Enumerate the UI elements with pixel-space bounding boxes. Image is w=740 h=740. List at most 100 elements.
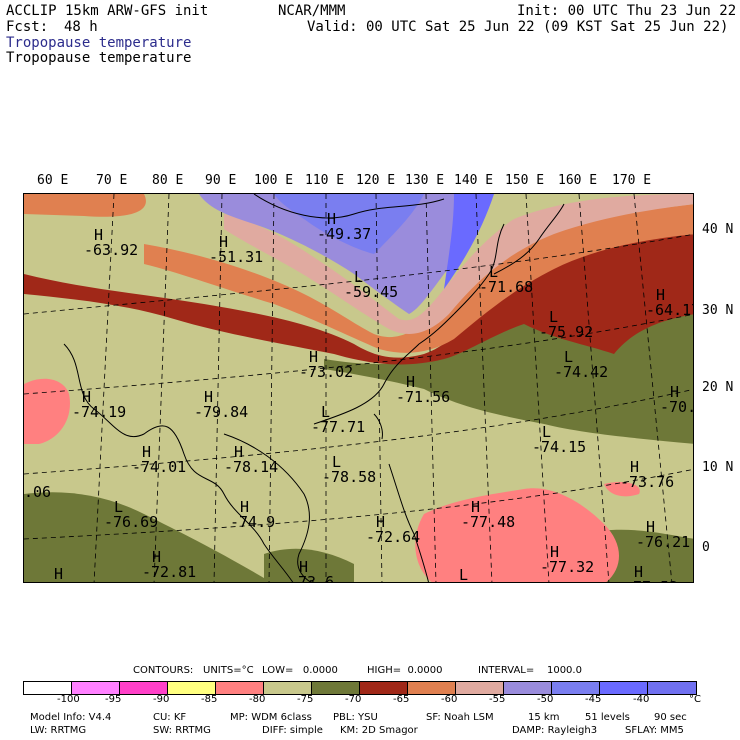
pink-band xyxy=(224,194,693,334)
lon-label: 140 E xyxy=(454,173,494,188)
high-marker: H xyxy=(406,373,415,391)
lon-label: 130 E xyxy=(405,173,445,188)
low-marker: L xyxy=(354,268,363,286)
colorbar-swatch xyxy=(552,682,600,694)
high-marker: H xyxy=(656,286,665,304)
field-title-primary: Tropopause temperature xyxy=(6,35,192,51)
colorbar-tick-label: -40 xyxy=(633,694,650,705)
footer-levels: 51 levels xyxy=(585,712,630,723)
colorbar-swatch xyxy=(72,682,120,694)
extremum-value-label: -74.42 xyxy=(554,363,608,381)
footer-km: KM: 2D Smagor xyxy=(340,725,418,736)
coastlines xyxy=(63,194,565,582)
high-marker: H xyxy=(152,548,161,566)
colorbar-swatch xyxy=(456,682,504,694)
colorbar-swatch xyxy=(600,682,648,694)
contours-label: CONTOURS: xyxy=(133,665,194,676)
lon-label: 100 E xyxy=(254,173,294,188)
salmon-speck xyxy=(604,482,640,497)
blue-strip xyxy=(444,194,494,289)
high-marker: H xyxy=(82,388,91,406)
init-time: Init: 00 UTC Thu 23 Jun 22 xyxy=(517,3,737,19)
extremum-value-label: -77.71 xyxy=(311,418,365,436)
low-marker: L xyxy=(332,453,341,471)
extremum-value-label: -70. xyxy=(660,398,694,416)
lat-label: 40 N xyxy=(702,222,734,237)
extremum-value-label: -64.17 xyxy=(646,301,694,319)
low-marker: L xyxy=(321,403,330,421)
extremum-value-label: -71.56 xyxy=(396,388,450,406)
map-canvas: H-63.92 H-51.31H-49.37L-59.45L-71.68 H-64.… xyxy=(24,194,694,583)
high-marker: H xyxy=(204,388,213,406)
colorbar-tick-label: -75 xyxy=(297,694,314,705)
extremum-value-label: -74.19 xyxy=(72,403,126,421)
colorbar-tick-label: -60 xyxy=(441,694,458,705)
extremum-value-label: -73.6 xyxy=(289,573,334,583)
extremum-value-label: -59.45 xyxy=(344,283,398,301)
colorbar-swatch xyxy=(168,682,216,694)
footer-model-info: Model Info: V4.4 xyxy=(30,712,112,723)
high-marker: H xyxy=(646,518,655,536)
extremum-value-label: -72.81 xyxy=(44,580,98,583)
high-marker: H xyxy=(327,210,336,228)
colorbar-tick-label: -100 xyxy=(57,694,80,705)
orange-band xyxy=(144,204,693,353)
footer-diff: DIFF: simple xyxy=(262,725,323,736)
contours-interval: INTERVAL= 1000.0 xyxy=(478,665,582,676)
orange-corner xyxy=(24,194,146,217)
footer-mp: MP: WDM 6class xyxy=(230,712,312,723)
contours-high: HIGH= 0.0000 xyxy=(367,665,443,676)
forecast-hours: 48 h xyxy=(64,19,98,35)
extremum-value-label: -72.81 xyxy=(142,563,196,581)
extremum-value-label: -75.92 xyxy=(539,323,593,341)
colorbar-swatch xyxy=(264,682,312,694)
high-marker: H xyxy=(471,498,480,516)
colorbar xyxy=(23,681,697,695)
lat-label: 30 N xyxy=(702,303,734,318)
extremum-value-label: -73.02 xyxy=(299,363,353,381)
high-marker: H xyxy=(630,458,639,476)
extremum-value-label: -79.84 xyxy=(194,403,248,421)
colorbar-tick-label: -45 xyxy=(585,694,602,705)
extrema-labels: H-63.92 H-51.31H-49.37L-59.45L-71.68 H-64.… xyxy=(24,210,694,583)
colorbar-swatch xyxy=(216,682,264,694)
field-title-secondary: Tropopause temperature xyxy=(6,50,192,66)
lon-label: 90 E xyxy=(205,173,237,188)
colorbar-swatch xyxy=(312,682,360,694)
lon-label: 110 E xyxy=(305,173,345,188)
extremum-value-label: -78.14 xyxy=(224,458,278,476)
colorbar-unit: °C xyxy=(689,694,701,705)
extremum-value-label: -82.85 xyxy=(449,581,503,583)
extremum-value-label: -77.48 xyxy=(461,513,515,531)
colorbar-swatch xyxy=(24,682,72,694)
extremum-value-label: -72.64 xyxy=(366,528,420,546)
extremum-value-label: -78.58 xyxy=(322,468,376,486)
lon-label: 120 E xyxy=(356,173,396,188)
low-marker: L xyxy=(114,498,123,516)
colorbar-tick-label: -55 xyxy=(489,694,506,705)
high-marker: H xyxy=(142,443,151,461)
contours-units: UNITS=°C xyxy=(203,665,254,676)
extremum-value-label: -49.37 xyxy=(317,225,371,243)
high-marker: H xyxy=(670,383,679,401)
contours-low: LOW= 0.0000 xyxy=(262,665,338,676)
footer-cu: CU: KF xyxy=(153,712,187,723)
extremum-value-label: -77.53 xyxy=(624,578,678,583)
footer-pbl: PBL: YSU xyxy=(333,712,378,723)
colorbar-swatch xyxy=(648,682,696,694)
lon-label: 170 E xyxy=(612,173,652,188)
extremum-value-label: -76.69 xyxy=(104,513,158,531)
colorbar-swatch xyxy=(120,682,168,694)
extremum-value-label: -51.31 xyxy=(209,248,263,266)
extremum-value-label: -76.21 xyxy=(636,533,690,551)
high-marker: H xyxy=(299,558,308,576)
colorbar-tick-label: -65 xyxy=(393,694,410,705)
tropopause-temperature-map: H -63.92 H -51.31 H -49.37 L -59.45 L -71.68 H -64.… xyxy=(23,193,694,583)
extremum-value-label: -74.15 xyxy=(532,438,586,456)
footer-sw: SW: RRTMG xyxy=(153,725,211,736)
lon-label: 80 E xyxy=(152,173,184,188)
colorbar-swatch xyxy=(360,682,408,694)
colorbar-tick-label: -70 xyxy=(345,694,362,705)
footer-lw: LW: RRTMG xyxy=(30,725,87,736)
high-marker: H xyxy=(634,563,643,581)
